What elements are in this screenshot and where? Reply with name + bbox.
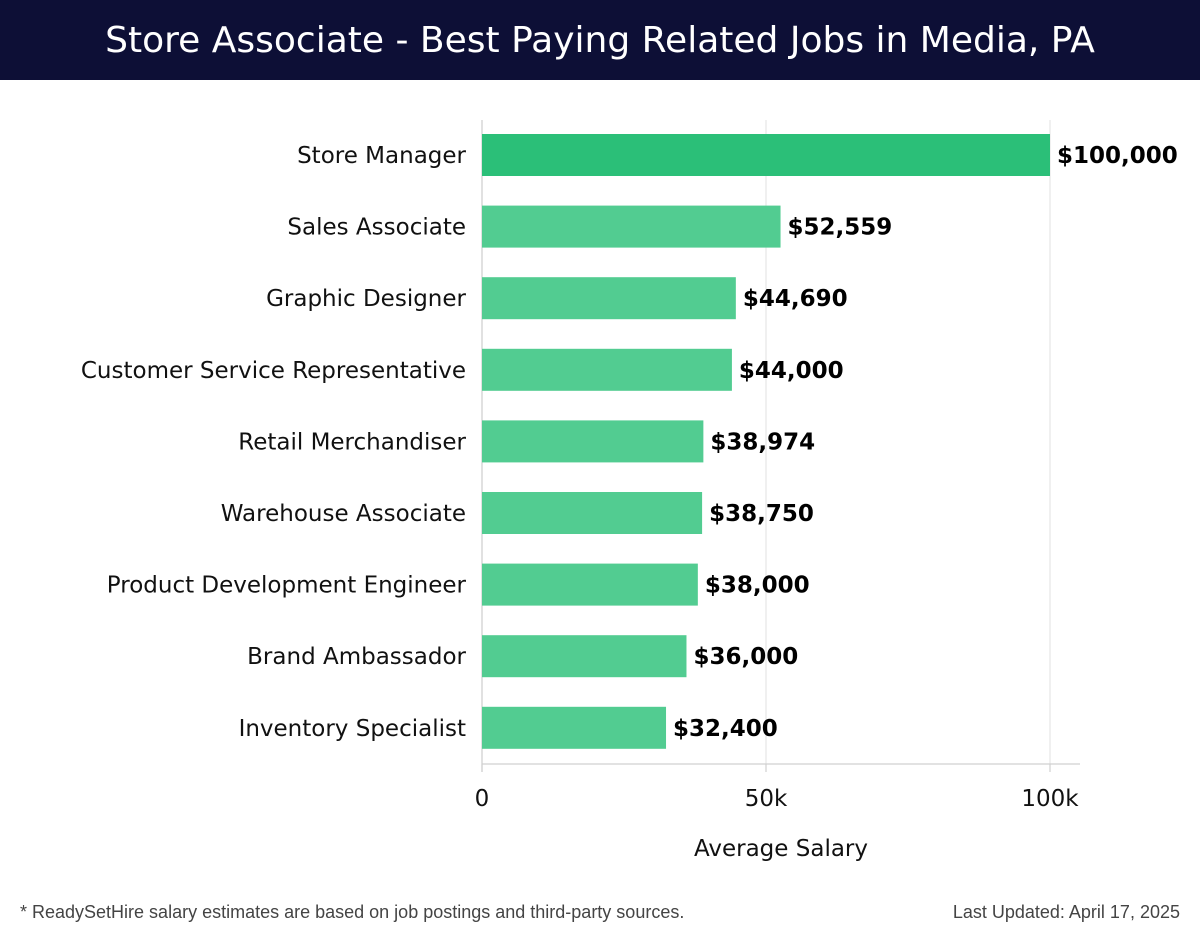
bar (482, 420, 704, 463)
x-tick-label: 0 (475, 786, 490, 812)
x-axis-label: Average Salary (694, 836, 868, 862)
x-tick-label: 100k (1021, 786, 1079, 812)
bar (482, 205, 781, 248)
bar (482, 635, 687, 678)
data-label: $38,000 (705, 573, 810, 599)
bar (482, 348, 732, 391)
data-label: $36,000 (693, 644, 798, 670)
category-label: Brand Ambassador (247, 644, 466, 670)
data-label: $44,690 (743, 286, 848, 312)
chart-header: Store Associate - Best Paying Related Jo… (0, 0, 1200, 80)
category-label: Graphic Designer (266, 286, 466, 312)
footer-note: * ReadySetHire salary estimates are base… (20, 902, 685, 922)
bar (482, 134, 1050, 176)
category-label: Store Manager (297, 143, 466, 169)
data-label: $44,000 (739, 358, 844, 384)
last-updated: Last Updated: April 17, 2025 (952, 902, 1180, 922)
data-label: $32,400 (673, 716, 778, 742)
category-label: Product Development Engineer (107, 573, 467, 599)
category-label: Inventory Specialist (239, 716, 466, 742)
bar (482, 277, 736, 320)
bar (482, 563, 698, 606)
data-label: $38,974 (710, 429, 815, 455)
category-label: Retail Merchandiser (238, 429, 466, 455)
bar-chart: 0 50k 100k Average Salary Store Manager $100,… (81, 120, 1178, 862)
data-label: $38,750 (709, 501, 814, 527)
category-label: Sales Associate (287, 215, 466, 241)
data-label: $100,000 (1057, 143, 1178, 169)
x-tick-label: 50k (745, 786, 788, 812)
category-label: Warehouse Associate (221, 501, 466, 527)
category-label: Customer Service Representative (81, 358, 466, 384)
chart-title: Store Associate - Best Paying Related Jo… (105, 19, 1095, 61)
bar (482, 492, 703, 534)
data-label: $52,559 (788, 215, 893, 241)
bar (482, 706, 667, 749)
